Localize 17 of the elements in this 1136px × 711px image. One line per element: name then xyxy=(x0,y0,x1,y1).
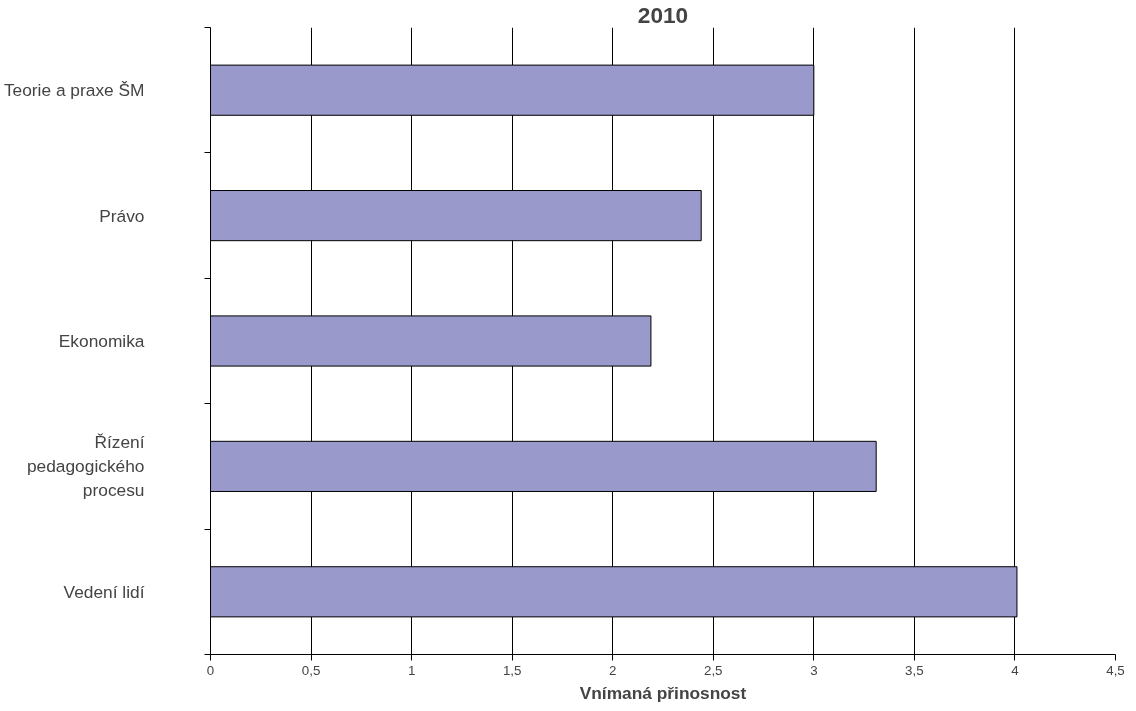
x-tick-label: 4,5 xyxy=(1106,662,1125,678)
y-tick-label: Teorie a praxe ŠM xyxy=(3,80,145,101)
x-tick-label: 1,5 xyxy=(502,662,522,678)
x-tick-label: 4 xyxy=(1011,662,1020,678)
x-tick-label: 0,5 xyxy=(301,662,321,678)
y-tick-label: Ekonomika xyxy=(58,331,145,351)
x-tick-label: 2,5 xyxy=(704,662,723,678)
x-tick-label: 3,5 xyxy=(905,662,924,678)
chart-title: 2010 xyxy=(637,1,689,28)
y-tick-label: Řízení pedagogického procesu xyxy=(26,432,145,501)
x-tick-label: 0 xyxy=(206,662,215,678)
x-tick-label: 3 xyxy=(810,662,818,678)
y-tick-label: Vedení lidí xyxy=(63,581,145,602)
x-tick-label: 1 xyxy=(407,662,416,678)
x-tick-label: 2 xyxy=(609,662,617,678)
y-tick-label: Právo xyxy=(99,205,145,226)
x-axis-title: Vnímaná přinosnost xyxy=(579,682,747,703)
